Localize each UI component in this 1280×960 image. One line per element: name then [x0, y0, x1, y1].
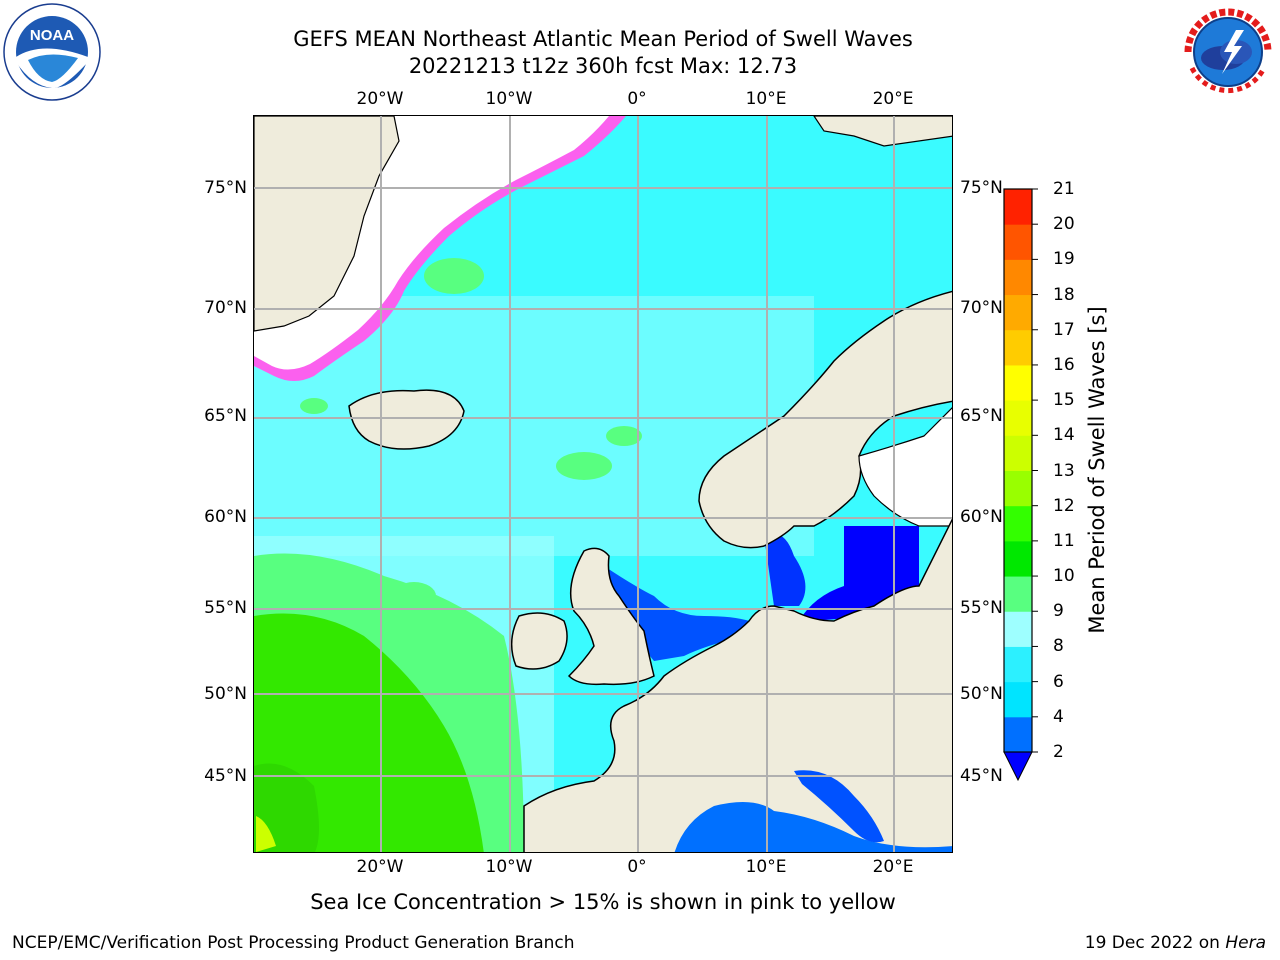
map-panel [253, 115, 953, 853]
lon-label-bottom: 0° [627, 857, 647, 877]
colorbar-tick-label: 2 [1053, 742, 1064, 762]
colorbar-tick-label: 6 [1053, 671, 1064, 692]
colorbar-segment [1004, 540, 1032, 577]
noaa-logo: NOAA [3, 3, 101, 101]
lat-label-right: 70°N [960, 298, 1003, 318]
lat-label-left: 50°N [204, 684, 247, 704]
gulf-of-bothnia-ice [858, 407, 952, 527]
lat-label-left: 55°N [204, 598, 247, 618]
colorbar-segment [1004, 400, 1032, 436]
colorbar-segment [1004, 259, 1032, 296]
nws-logo [1180, 4, 1276, 100]
colorbar-tick-label: 8 [1053, 636, 1064, 657]
chart-subtitle: 20221213 t12z 360h fcst Max: 12.73 [408, 54, 798, 78]
colorbar-segment [1004, 470, 1032, 507]
colorbar-tick-label: 15 [1053, 390, 1075, 411]
colorbar-tick-label: 13 [1053, 460, 1075, 481]
lat-label-right: 60°N [960, 507, 1003, 527]
colorbar-segment [1004, 435, 1032, 471]
colorbar-tick-label: 21 [1053, 179, 1075, 199]
colorbar-tick-label: 11 [1053, 530, 1075, 551]
graticule [254, 116, 952, 852]
chart-title: GEFS MEAN Northeast Atlantic Mean Period… [293, 27, 913, 51]
colorbar-segment [1004, 294, 1032, 331]
colorbar-tick-label: 10 [1053, 566, 1075, 587]
lon-label-bottom: 20°W [356, 857, 404, 877]
lon-label-bottom: 10°E [745, 857, 787, 877]
colorbar-tick-label: 4 [1053, 706, 1064, 727]
footer-date-text: 19 Dec 2022 on [1084, 933, 1226, 953]
lat-label-left: 45°N [204, 766, 247, 786]
lat-label-left: 65°N [204, 406, 247, 426]
lon-label-bottom: 10°W [485, 857, 533, 877]
colorbar-tick-label: 9 [1053, 601, 1064, 622]
lat-label-right: 65°N [960, 406, 1003, 426]
colorbar-segment [1004, 681, 1032, 718]
footer-date: 19 Dec 2022 on Hera [1085, 933, 1266, 953]
colorbar-tick-label: 17 [1053, 319, 1075, 340]
lon-label-top: 0° [627, 89, 647, 109]
colorbar-segment [1004, 329, 1032, 366]
colorbar-tick-label: 14 [1053, 425, 1075, 446]
colorbar-segment [1004, 505, 1032, 542]
colorbar-tick-label: 12 [1053, 495, 1075, 516]
colorbar-title: Mean Period of Swell Waves [s] [1085, 306, 1109, 634]
caption: Sea Ice Concentration > 15% is shown in … [310, 890, 896, 914]
colorbar-segment [1004, 646, 1032, 683]
lat-label-right: 50°N [960, 684, 1003, 704]
great-britain-land [567, 547, 655, 686]
colorbar-segment [1004, 224, 1032, 260]
lat-label-left: 75°N [204, 178, 247, 198]
lon-label-top: 10°E [745, 89, 787, 109]
svg-text:NOAA: NOAA [30, 27, 74, 44]
colorbar-segment [1004, 611, 1032, 647]
lon-label-top: 10°W [485, 89, 533, 109]
colorbar-under-arrow [1003, 751, 1033, 782]
lat-label-left: 70°N [204, 298, 247, 318]
colorbar-tick-label: 16 [1053, 354, 1075, 375]
colorbar-segment [1004, 189, 1032, 225]
iceland-land [348, 389, 465, 450]
map-svg [254, 116, 952, 852]
svalbard-land [813, 116, 952, 147]
lon-label-top: 20°E [872, 89, 914, 109]
adriatic-sea [794, 770, 884, 843]
colorbar [1003, 188, 1038, 782]
colorbar-tick-label: 18 [1053, 284, 1075, 305]
colorbar-tick-label: 20 [1053, 214, 1075, 235]
lat-label-left: 60°N [204, 507, 247, 527]
colorbar-segment [1004, 716, 1032, 753]
ireland-land [510, 612, 568, 670]
lat-label-right: 55°N [960, 598, 1003, 618]
footer-credit: NCEP/EMC/Verification Post Processing Pr… [12, 933, 575, 953]
colorbar-segment [1004, 364, 1032, 401]
colorbar-tick-label: 19 [1053, 249, 1075, 270]
lat-label-right: 75°N [960, 178, 1003, 198]
mediterranean-sea [674, 802, 952, 852]
lon-label-top: 20°W [356, 89, 404, 109]
greenland-land [254, 116, 400, 332]
lat-label-right: 45°N [960, 766, 1003, 786]
continental-europe-land [523, 518, 952, 852]
colorbar-segment [1004, 576, 1032, 612]
lon-label-bottom: 20°E [872, 857, 914, 877]
footer-host: Hera [1225, 933, 1266, 953]
